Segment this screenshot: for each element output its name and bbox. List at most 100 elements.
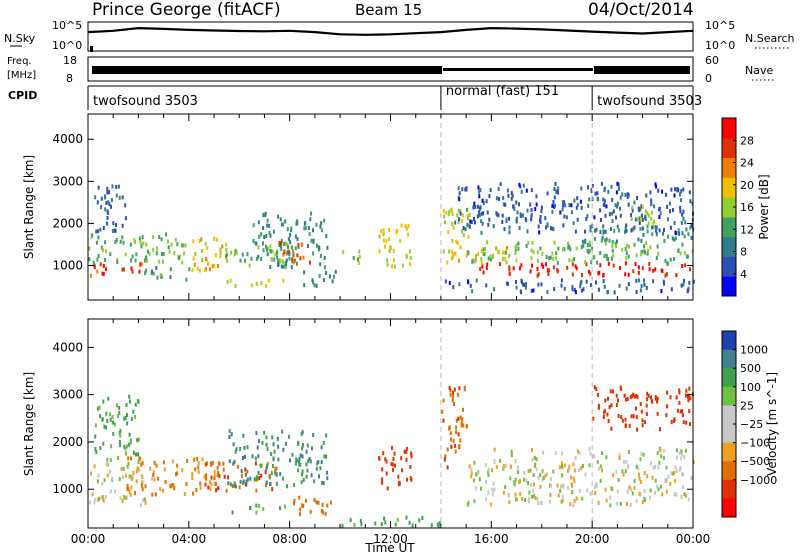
- velocity-data-cell: [256, 445, 259, 450]
- power-data-cell: [684, 220, 687, 225]
- power-data-cell: [290, 226, 293, 231]
- velocity-data-cell: [448, 426, 451, 431]
- power-data-cell: [614, 241, 617, 246]
- power-data-cell: [674, 187, 677, 192]
- power-data-cell: [568, 203, 571, 207]
- velocity-data-cell: [299, 507, 302, 512]
- power-data-cell: [255, 256, 258, 261]
- velocity-data-cell: [473, 460, 476, 465]
- power-data-cell: [530, 217, 533, 222]
- velocity-data-cell: [266, 462, 269, 467]
- velocity-data-cell: [619, 501, 622, 506]
- power-data-cell: [444, 279, 447, 284]
- velocity-data-cell: [510, 453, 513, 458]
- power-data-cell: [287, 237, 290, 242]
- power-data-cell: [586, 214, 589, 219]
- power-data-cell: [325, 234, 328, 239]
- power-data-cell: [473, 259, 476, 264]
- velocity-data-cell: [218, 461, 220, 466]
- power-data-cell: [464, 187, 467, 192]
- power-data-cell: [542, 264, 545, 269]
- velocity-data-cell: [102, 399, 105, 404]
- velocity-data-cell: [401, 468, 404, 473]
- velocity-data-cell: [275, 481, 278, 486]
- velocity-data-cell: [625, 460, 628, 464]
- velocity-data-cell: [383, 516, 386, 521]
- power-data-cell: [295, 221, 298, 226]
- power-data-cell: [615, 244, 617, 248]
- power-data-cell: [159, 272, 162, 277]
- velocity-data-cell: [126, 444, 129, 449]
- power-data-cell: [640, 213, 643, 218]
- power-data-cell: [627, 282, 630, 287]
- velocity-data-cell: [659, 448, 662, 453]
- velocity-data-cell: [157, 476, 160, 481]
- velocity-data-cell: [275, 466, 278, 471]
- velocity-data-cell: [605, 498, 608, 503]
- velocity-data-cell: [119, 496, 122, 500]
- velocity-data-cell: [279, 506, 281, 511]
- velocity-data-cell: [542, 450, 545, 455]
- power-data-cell: [498, 197, 500, 201]
- velocity-data-cell: [458, 386, 461, 391]
- power-data-cell: [117, 184, 120, 189]
- velocity-data-cell: [430, 523, 433, 528]
- velocity-data-cell: [136, 398, 139, 403]
- velocity-colorbar-segment: [722, 442, 736, 462]
- power-data-cell: [604, 238, 607, 243]
- power-data-cell: [204, 242, 207, 247]
- velocity-data-cell: [597, 392, 599, 397]
- velocity-data-cell: [680, 449, 683, 454]
- velocity-data-cell: [94, 447, 97, 452]
- power-data-cell: [527, 240, 530, 245]
- velocity-data-cell: [265, 435, 268, 440]
- power-data-cell: [102, 226, 105, 230]
- power-data-cell: [282, 264, 285, 269]
- power-data-cell: [680, 198, 683, 203]
- velocity-data-cell: [216, 465, 219, 470]
- velocity-data-cell: [125, 473, 128, 478]
- power-data-cell: [503, 227, 506, 232]
- velocity-data-cell: [261, 440, 264, 445]
- velocity-data-cell: [360, 522, 363, 527]
- power-data-cell: [230, 250, 233, 255]
- velocity-data-cell: [594, 491, 597, 496]
- power-data-cell: [178, 256, 180, 260]
- power-data-cell: [663, 281, 665, 286]
- freq-label-line2: [MHz]: [7, 70, 36, 81]
- velocity-colorbar-tick-label: −1000: [740, 474, 777, 487]
- velocity-data-cell: [129, 399, 131, 404]
- velocity-data-cell: [470, 470, 473, 475]
- velocity-data-cell: [116, 403, 118, 408]
- velocity-data-cell: [277, 444, 280, 449]
- power-data-cell: [638, 216, 641, 221]
- power-data-cell: [269, 265, 272, 270]
- power-data-cell: [320, 221, 323, 226]
- velocity-data-cell: [349, 518, 352, 523]
- velocity-data-cell: [281, 429, 284, 434]
- velocity-colorbar-segment: [722, 479, 736, 499]
- velocity-data-cell: [265, 480, 268, 485]
- power-data-cell: [627, 193, 630, 198]
- velocity-data-cell: [418, 518, 421, 523]
- velocity-data-cell: [274, 470, 277, 475]
- power-data-cell: [213, 264, 216, 269]
- power-data-cell: [679, 251, 682, 256]
- velocity-data-cell: [625, 501, 628, 506]
- power-data-cell: [492, 224, 495, 228]
- power-data-cell: [675, 273, 678, 278]
- power-data-cell: [642, 233, 645, 237]
- power-colorbar-tick-label: 4: [740, 268, 747, 281]
- velocity-data-cell: [244, 467, 247, 472]
- velocity-data-cell: [255, 475, 258, 480]
- power-data-cell: [540, 209, 543, 213]
- power-data-cell: [512, 204, 515, 209]
- velocity-data-cell: [643, 471, 646, 475]
- power-data-cell: [665, 272, 668, 277]
- velocity-colorbar-tick-label: 500: [740, 362, 761, 375]
- power-data-cell: [105, 267, 107, 272]
- velocity-data-cell: [209, 480, 211, 485]
- power-data-cell: [226, 279, 229, 284]
- velocity-data-cell: [258, 503, 261, 508]
- velocity-data-cell: [635, 394, 638, 398]
